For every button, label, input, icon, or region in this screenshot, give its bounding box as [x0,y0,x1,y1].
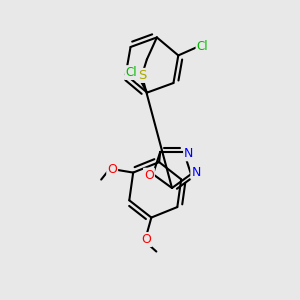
Text: N: N [191,166,201,179]
Text: O: O [144,169,154,182]
Text: Cl: Cl [125,66,137,79]
Text: Cl: Cl [196,40,208,53]
Text: O: O [107,163,117,176]
Text: O: O [141,233,151,246]
Text: S: S [138,69,146,82]
Text: N: N [184,147,194,160]
